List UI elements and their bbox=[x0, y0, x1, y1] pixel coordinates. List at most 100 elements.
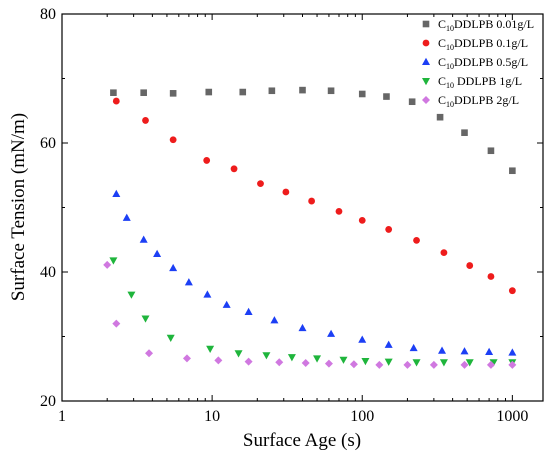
data-point bbox=[140, 89, 147, 96]
data-point bbox=[203, 157, 211, 164]
data-point bbox=[440, 249, 448, 257]
data-point bbox=[461, 129, 468, 136]
data-point bbox=[301, 358, 310, 367]
data-point bbox=[169, 263, 178, 272]
x-axis-title: Surface Age (s) bbox=[243, 430, 361, 451]
y-tick-label: 20 bbox=[40, 393, 56, 410]
data-point bbox=[182, 354, 191, 363]
data-point bbox=[385, 226, 393, 233]
data-point bbox=[327, 329, 336, 337]
data-point bbox=[112, 189, 121, 197]
legend-label: C10DDLPB 0.1g/L bbox=[438, 36, 528, 52]
data-marks bbox=[103, 86, 517, 369]
data-point bbox=[308, 197, 316, 205]
data-point bbox=[110, 89, 117, 96]
data-point bbox=[234, 350, 243, 358]
data-point bbox=[508, 287, 516, 295]
data-point bbox=[509, 167, 516, 175]
data-point bbox=[409, 343, 418, 352]
data-point bbox=[282, 188, 290, 196]
data-point bbox=[429, 360, 438, 369]
data-point bbox=[103, 260, 112, 269]
y-tick-label: 40 bbox=[40, 264, 56, 281]
data-point bbox=[466, 262, 474, 269]
x-tick-label: 100 bbox=[350, 408, 374, 425]
data-point bbox=[142, 117, 149, 124]
data-point bbox=[257, 180, 264, 188]
legend-label: C10DDLPB 0.5g/L bbox=[438, 55, 528, 71]
data-point bbox=[375, 360, 384, 369]
data-point bbox=[486, 360, 495, 369]
data-point bbox=[403, 360, 412, 369]
data-point bbox=[412, 359, 421, 367]
data-point bbox=[206, 345, 215, 353]
data-point bbox=[508, 348, 517, 356]
data-point bbox=[436, 113, 444, 121]
data-point bbox=[270, 316, 279, 324]
axis-ticks bbox=[61, 13, 543, 402]
data-point bbox=[487, 273, 495, 280]
data-point bbox=[145, 349, 154, 358]
data-point bbox=[335, 207, 343, 215]
y-tick-label: 60 bbox=[40, 135, 56, 152]
data-point bbox=[239, 88, 247, 96]
data-point bbox=[139, 235, 148, 243]
data-point bbox=[298, 323, 307, 332]
legend-label: C10DDLPB 0.01g/L bbox=[438, 17, 534, 33]
data-point bbox=[169, 136, 177, 144]
data-point bbox=[358, 335, 367, 343]
data-point bbox=[112, 97, 120, 105]
x-tick-label: 1000 bbox=[496, 408, 528, 425]
data-point bbox=[361, 358, 370, 366]
data-point bbox=[184, 278, 193, 286]
x-tick-label: 10 bbox=[204, 408, 220, 425]
data-point bbox=[141, 315, 150, 323]
legend-marker bbox=[422, 78, 430, 86]
data-point bbox=[384, 358, 393, 366]
data-point bbox=[109, 257, 118, 265]
data-point bbox=[508, 360, 517, 369]
data-point bbox=[122, 213, 131, 221]
data-point bbox=[268, 87, 276, 95]
data-point bbox=[489, 359, 498, 367]
data-point bbox=[460, 360, 469, 369]
data-point bbox=[339, 356, 348, 364]
data-point bbox=[408, 98, 416, 106]
data-point bbox=[112, 319, 121, 328]
data-point bbox=[166, 334, 175, 342]
data-point bbox=[244, 357, 253, 366]
data-point bbox=[465, 359, 474, 367]
data-point bbox=[169, 90, 177, 97]
legend-marker bbox=[422, 39, 430, 47]
data-point bbox=[438, 346, 447, 354]
y-axis-title: Surface Tension (mN/m) bbox=[8, 113, 29, 301]
legend-marker bbox=[422, 96, 430, 104]
data-point bbox=[324, 359, 333, 368]
data-point bbox=[413, 236, 420, 244]
plot-frame bbox=[61, 13, 544, 402]
legend-marker bbox=[422, 20, 430, 28]
data-point bbox=[358, 90, 366, 98]
data-point bbox=[214, 356, 223, 365]
data-point bbox=[460, 347, 469, 355]
data-point bbox=[487, 147, 495, 155]
data-point bbox=[153, 249, 162, 257]
data-point bbox=[358, 217, 366, 224]
axis-tick-labels: 1 10 100 1000 20 40 60 80 bbox=[40, 6, 528, 425]
data-point bbox=[384, 340, 393, 348]
legend-label: C10DDLPB 2g/L bbox=[438, 93, 519, 109]
data-point bbox=[327, 87, 335, 95]
data-point bbox=[262, 352, 271, 360]
x-tick-label: 1 bbox=[58, 408, 66, 425]
data-point bbox=[313, 355, 322, 363]
data-point bbox=[275, 358, 284, 367]
data-point bbox=[287, 354, 296, 362]
legend-label: C10 DDLPB 1g/L bbox=[438, 74, 522, 90]
data-point bbox=[299, 86, 306, 94]
y-tick-label: 80 bbox=[40, 6, 56, 23]
data-point bbox=[205, 88, 213, 96]
legend: C10DDLPB 0.01g/L C10DDLPB 0.1g/L C10DDLPB … bbox=[422, 17, 534, 109]
legend-marker bbox=[422, 57, 430, 65]
data-point bbox=[222, 300, 231, 308]
